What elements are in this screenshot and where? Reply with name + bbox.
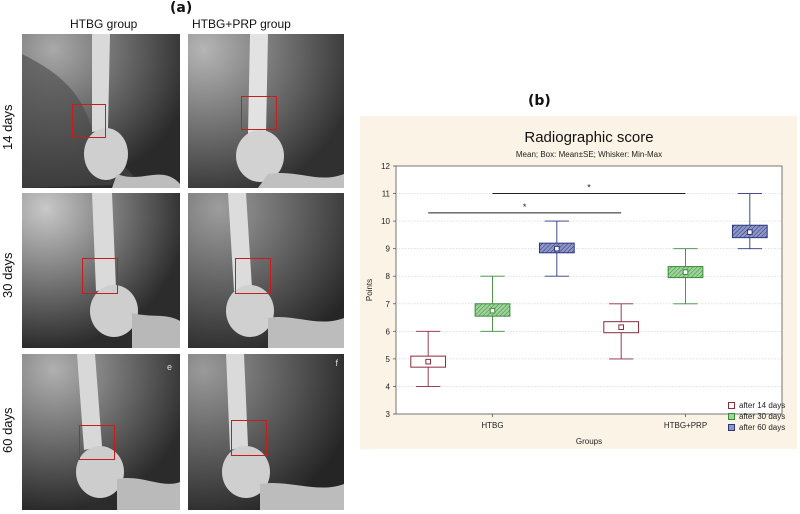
box-htbg-after-14-days-mean	[425, 358, 431, 365]
x-tick-label-htbg: HTBG	[481, 421, 503, 430]
row-label-60-days: 60 days	[0, 407, 15, 453]
y-tick-label-6: 6	[386, 327, 391, 336]
xray-htbg-prp-14-days	[188, 34, 344, 188]
chart-svg: Radiographic score Mean; Box: Mean±SE; W…	[365, 129, 783, 446]
roi-box-htbg-prp-14-days	[241, 96, 277, 130]
panel-a-label: (a)	[170, 0, 193, 16]
box-htbg-prp-after-14-days-mean	[618, 324, 624, 330]
plot-area	[395, 165, 783, 415]
legend-label-14-days: after 14 days	[739, 401, 786, 410]
legend-label-60-days: after 60 days	[739, 423, 786, 432]
box-htbg-after-30-days-mean	[489, 307, 496, 314]
chart-title: Radiographic score	[524, 129, 653, 146]
significance-star-0: *	[523, 202, 527, 212]
xray-htbg-60-days: e	[22, 354, 180, 510]
x-tick-label-htbg-prp: HTBG+PRP	[664, 421, 707, 430]
legend-item-60-days: after 60 days	[728, 422, 785, 433]
legend-item-14-days: after 14 days	[728, 400, 785, 411]
x-axis-label: Groups	[576, 437, 602, 446]
xray-htbg-prp-60-days: f	[188, 354, 344, 510]
y-tick-label-3: 3	[386, 410, 391, 419]
chart-legend: after 14 days after 30 days after 60 day…	[728, 400, 785, 433]
y-tick-label-9: 9	[386, 245, 391, 254]
y-tick-label-7: 7	[386, 300, 391, 309]
y-tick-label-10: 10	[381, 217, 390, 226]
xray-htbg-prp-30-days	[188, 193, 344, 348]
legend-swatch-60-days	[728, 424, 735, 431]
roi-box-htbg-14-days	[72, 104, 106, 138]
chart-subtitle: Mean; Box: Mean±SE; Whisker: Min-Max	[516, 150, 662, 159]
roi-box-htbg-prp-60-days	[231, 420, 267, 456]
corner-letter-e: e	[166, 362, 172, 372]
column-header-htbg-prp: HTBG+PRP group	[192, 17, 291, 31]
roi-box-htbg-60-days	[79, 425, 115, 460]
xray-htbg-14-days	[22, 34, 180, 188]
row-label-14-days: 14 days	[0, 104, 15, 150]
radiographic-score-chart: Radiographic score Mean; Box: Mean±SE; W…	[360, 116, 797, 449]
y-tick-label-5: 5	[386, 355, 391, 364]
xray-htbg-30-days	[22, 193, 180, 348]
row-label-30-days: 30 days	[0, 252, 15, 298]
y-tick-label-11: 11	[382, 190, 391, 199]
corner-letter-f: f	[335, 358, 338, 368]
roi-box-htbg-30-days	[82, 258, 118, 294]
panel-b-label: (b)	[528, 93, 551, 109]
legend-swatch-30-days	[728, 413, 735, 420]
column-header-htbg: HTBG group	[70, 17, 138, 31]
box-htbg-after-60-days-mean	[554, 245, 560, 252]
roi-box-htbg-prp-30-days	[235, 258, 271, 294]
legend-label-30-days: after 30 days	[739, 412, 786, 421]
y-tick-label-12: 12	[381, 162, 390, 171]
y-axis-label: Points	[365, 279, 374, 301]
y-tick-label-4: 4	[386, 382, 391, 391]
box-htbg-prp-after-30-days-mean	[682, 269, 689, 275]
legend-swatch-14-days	[728, 402, 735, 409]
legend-item-30-days: after 30 days	[728, 411, 785, 422]
significance-star-1: *	[587, 183, 591, 193]
box-htbg-prp-after-60-days-mean	[747, 229, 753, 235]
y-tick-label-8: 8	[386, 272, 391, 281]
